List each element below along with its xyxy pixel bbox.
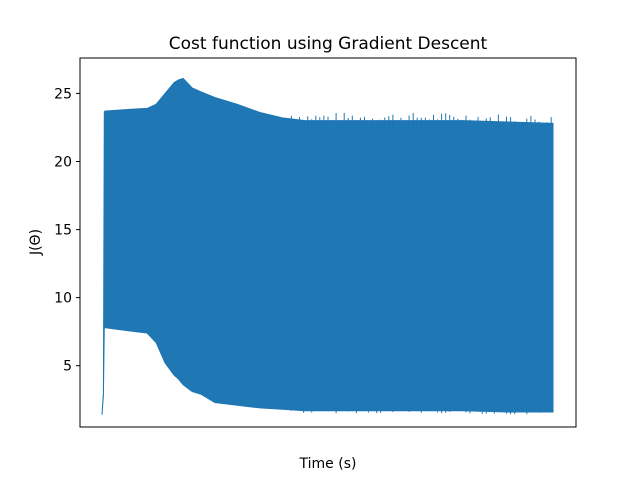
axes-frame — [79, 57, 577, 428]
y-axis-ticks: 5 10 15 20 25 — [54, 86, 80, 375]
y-tick-label: 25 — [54, 86, 72, 102]
y-tick-label: 15 — [54, 223, 72, 239]
plot-area — [101, 77, 554, 415]
y-tick-label: 20 — [54, 155, 72, 171]
y-axis-label: J(Θ) — [28, 229, 44, 256]
y-tick-label: 5 — [63, 359, 72, 375]
y-tick-label: 10 — [54, 291, 72, 307]
x-axis-label: Time (s) — [299, 456, 357, 472]
chart-title: Cost function using Gradient Descent — [169, 34, 488, 54]
